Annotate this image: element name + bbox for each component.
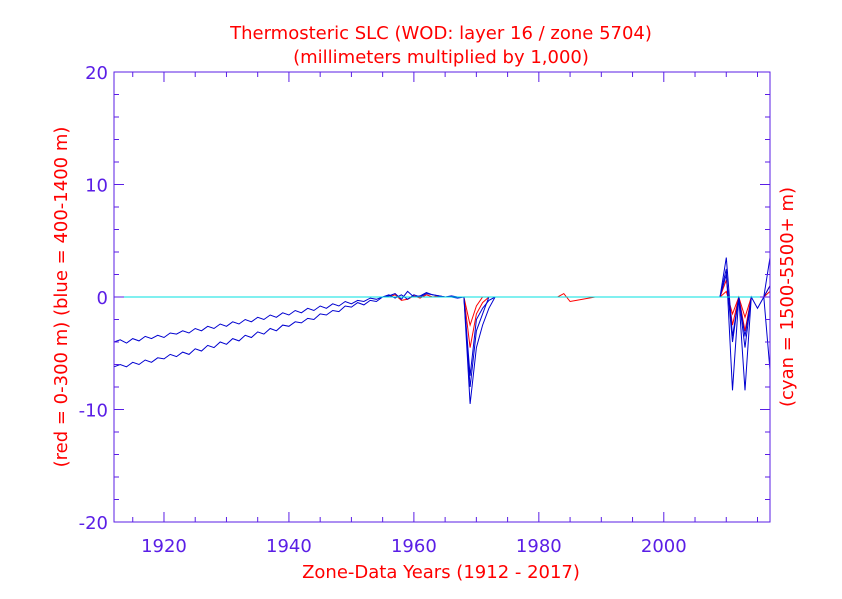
x-tick-label: 1920 (141, 536, 187, 557)
x-tick-label: 1980 (516, 536, 562, 557)
x-tick-label: 1940 (266, 536, 312, 557)
series-layer (113, 257, 771, 404)
y-tick-label: -10 (79, 401, 108, 422)
chart-subtitle: (millimeters multiplied by 1,000) (293, 47, 589, 68)
series-line-blue-3 (113, 268, 771, 404)
y-tick-label: 20 (85, 63, 108, 84)
axis-layer: 1920 1940 1960 1980 2000 -20 -10 0 10 20 (79, 63, 770, 557)
series-line-blue-2 (113, 257, 771, 376)
x-axis-label: Zone-Data Years (1912 - 2017) (302, 562, 580, 583)
y-axis-label-right: (cyan = 1500-5500+ m) (777, 187, 798, 407)
y-tick-label: 10 (85, 176, 108, 197)
series-line-red-1 (463, 290, 771, 327)
chart-title: Thermosteric SLC (WOD: layer 16 / zone 5… (229, 23, 652, 44)
y-axis-label-left: (red = 0-300 m) (blue = 400-1400 m) (51, 127, 72, 468)
y-tick-label: 0 (97, 288, 108, 309)
y-tick-label: -20 (79, 513, 108, 534)
x-tick-label: 2000 (641, 536, 687, 557)
x-tick-label: 1960 (391, 536, 437, 557)
series-line-blue-4 (463, 274, 771, 388)
series-line-red-0 (388, 279, 771, 348)
